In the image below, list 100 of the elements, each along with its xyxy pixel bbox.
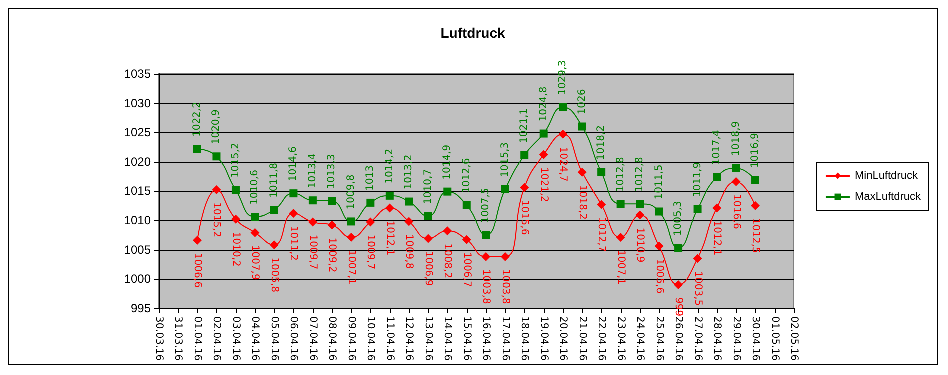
point [405,198,414,206]
y-tick-label: 1030 [124,96,152,110]
point [347,218,356,226]
point [616,200,625,208]
data-label: 1018,2 [576,184,588,220]
data-label: 1013,4 [307,154,318,189]
point [462,201,471,210]
data-label: 1003,8 [480,269,492,304]
point [462,235,472,244]
data-label: 1007,1 [346,250,357,286]
data-label: 1029,3 [558,60,569,96]
point [752,176,760,184]
point [250,228,260,238]
point [520,151,529,160]
x-tick-label: 29.04.16 [730,316,742,361]
point [270,206,278,214]
data-label: 1015,6 [519,200,530,236]
legend-label: MinLuftdruck [854,170,918,182]
y-tick-label: 1005 [124,242,152,257]
data-label: 1015,3 [500,142,511,178]
data-label: 1014,6 [288,146,300,182]
x-tick-label: 16.04.16 [480,316,492,361]
point [520,183,530,192]
y-tick-label: 995 [130,301,152,316]
point [212,186,222,195]
data-label: 1011,2 [288,226,300,262]
point [732,164,740,172]
point [386,192,394,200]
data-label: 1009,2 [326,238,338,273]
point [231,214,240,224]
data-label: 1012,7 [596,217,608,252]
y-tick-label: 1000 [124,272,152,286]
x-tick-label: 20.04.16 [558,316,569,361]
data-label: 1007,1 [615,250,626,286]
data-label: 1024,8 [538,86,550,122]
y-tick-label: 1015 [124,184,152,198]
point [192,236,202,245]
x-tick-label: 10.04.16 [365,316,376,361]
x-tick-label: 11.04.16 [384,316,396,361]
data-label: 1007,5 [480,188,492,224]
x-tick-label: 03.04.16 [230,316,242,361]
x-tick-label: 07.04.16 [307,316,318,361]
x-tick-label: 17.04.16 [500,316,511,361]
data-label: 1017,4 [712,130,723,166]
point [232,186,240,194]
data-label: 1016,6 [730,194,742,230]
data-label: 1009,8 [404,234,415,270]
data-label: 1006,6 [192,252,203,288]
data-label: 1021,2 [538,167,550,202]
x-tick-label: 30.04.16 [750,316,762,361]
data-label: 1014,2 [384,148,396,184]
x-tick-label: 19.04.16 [538,316,550,361]
data-label: 1015,2 [211,202,222,238]
point [328,197,336,206]
point [636,210,645,220]
point [558,130,568,139]
point [597,200,606,210]
point [270,240,279,250]
x-tick-label: 25.04.16 [654,316,665,361]
point [501,185,510,194]
data-label: 1013 [365,166,376,191]
data-label: 1006,7 [461,252,472,288]
data-label: 1012,8 [615,157,626,192]
x-tick-label: 02.05.16 [788,316,800,361]
y-tick-label: 1025 [124,126,152,140]
x-tick-label: 22.04.16 [596,316,608,361]
data-label: 1022,2 [192,102,203,138]
data-label: 1012,1 [712,220,723,256]
data-label: 1007,9 [250,245,261,280]
legend-label: MaxLuftdruck [854,191,922,203]
point [404,217,414,226]
point [444,188,452,196]
data-label: 1012,8 [634,157,646,192]
data-label: 999 [673,298,684,317]
point [751,201,760,210]
data-label: 1014,9 [442,144,454,180]
data-label: 1013,2 [404,154,415,190]
data-label: 1010,7 [422,169,434,204]
point [251,213,260,222]
point [539,150,548,160]
x-tick-label: 04.04.16 [250,316,261,361]
data-label: 1005,3 [673,201,684,236]
y-tick-label: 1035 [124,67,152,81]
point [290,190,298,198]
point [694,205,702,214]
point [693,254,702,264]
point [655,208,664,216]
x-tick-label: 21.04.16 [576,316,588,361]
data-label: 1003,8 [500,269,511,304]
point [193,145,202,154]
point [443,226,452,236]
data-label: 1011,9 [692,162,704,198]
point [674,244,683,252]
data-label: 1011,8 [268,162,280,198]
y-tick-label: 1020 [124,154,152,169]
point [212,152,221,161]
point [385,204,394,213]
data-label: 1020,9 [211,110,222,145]
data-label: 1006,9 [422,251,434,286]
data-label: 1016,9 [750,133,762,168]
